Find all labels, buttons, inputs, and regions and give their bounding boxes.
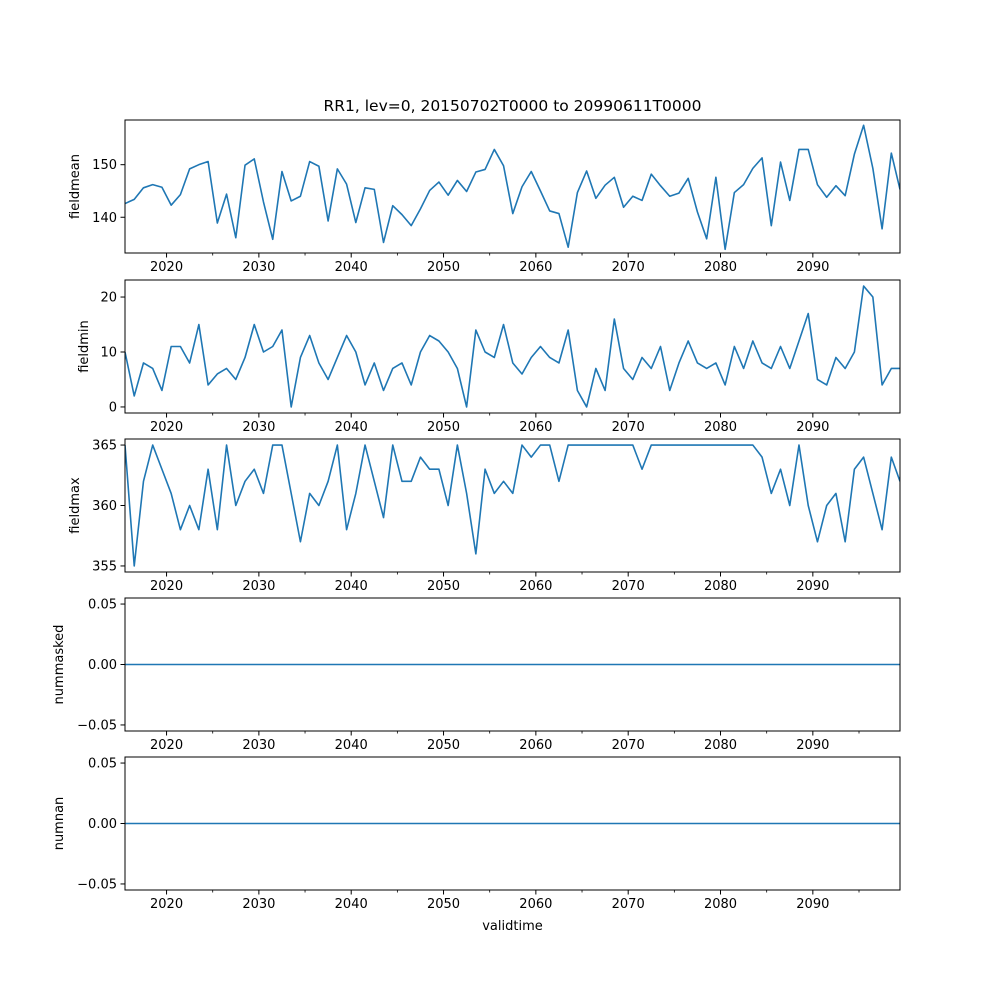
y-tick-label: 0.05 xyxy=(88,598,117,613)
y-axis-label-fieldmean: fieldmean xyxy=(68,154,83,219)
y-tick-label: 140 xyxy=(92,211,117,226)
x-tick-label: 2050 xyxy=(427,738,460,753)
y-tick-label: 0.00 xyxy=(88,817,117,832)
x-tick-label: 2060 xyxy=(519,260,552,275)
fieldmin-series-line xyxy=(125,285,900,408)
x-tick-label: 2050 xyxy=(427,579,460,594)
fieldmax-series-line xyxy=(125,444,900,567)
x-tick-label: 2050 xyxy=(427,897,460,912)
x-tick-label: 2060 xyxy=(519,738,552,753)
y-tick-label: 0.00 xyxy=(88,658,117,673)
x-tick-label: 2070 xyxy=(612,579,645,594)
x-tick-label: 2030 xyxy=(242,579,275,594)
y-axis-label-numnan: numnan xyxy=(52,797,67,851)
x-tick-label: 2020 xyxy=(150,579,183,594)
x-tick-label: 2060 xyxy=(519,897,552,912)
x-tick-label: 2020 xyxy=(150,897,183,912)
x-tick-label: 2090 xyxy=(796,897,829,912)
y-tick-label: 0.05 xyxy=(88,757,117,772)
x-tick-label: 2090 xyxy=(796,420,829,435)
x-tick-label: 2080 xyxy=(704,738,737,753)
x-tick-label: 2080 xyxy=(704,579,737,594)
x-tick-label: 2060 xyxy=(519,579,552,594)
x-tick-label: 2070 xyxy=(612,897,645,912)
y-tick-label: −0.05 xyxy=(77,877,117,892)
x-tick-label: 2040 xyxy=(335,738,368,753)
panel-fieldmean: 2020 2030 2040 2050 2060 2070 2080 2090 140 150 fi… xyxy=(68,119,901,275)
x-tick-label: 2020 xyxy=(150,260,183,275)
x-tick-label: 2070 xyxy=(612,260,645,275)
y-tick-label: 20 xyxy=(100,291,117,306)
panel-fieldmin: 2020 2030 2040 2050 2060 2070 2080 2090 0 10 20 fie… xyxy=(77,279,901,435)
x-tick-label: 2060 xyxy=(519,420,552,435)
panels: 2020 2030 2040 2050 2060 2070 2080 2090 140 150 fi… xyxy=(52,119,901,912)
y-tick-label: 355 xyxy=(92,559,117,574)
x-tick-label: 2040 xyxy=(335,579,368,594)
x-tick-label: 2090 xyxy=(796,579,829,594)
y-tick-label: 365 xyxy=(92,439,117,454)
panel-numnan: 2020 2030 2040 2050 2060 2070 2080 2090 −0.05 0.0… xyxy=(52,756,901,912)
x-tick-label: 2040 xyxy=(335,420,368,435)
y-axis-label-nummasked: nummasked xyxy=(52,625,67,705)
x-tick-label: 2050 xyxy=(427,420,460,435)
x-tick-label: 2030 xyxy=(242,738,275,753)
y-tick-label: 0 xyxy=(109,400,117,415)
x-tick-label: 2030 xyxy=(242,420,275,435)
y-tick-label: −0.05 xyxy=(77,718,117,733)
x-tick-label: 2080 xyxy=(704,260,737,275)
x-tick-label: 2020 xyxy=(150,420,183,435)
x-tick-label: 2080 xyxy=(704,897,737,912)
x-tick-label: 2090 xyxy=(796,260,829,275)
panel-nummasked: 2020 2030 2040 2050 2060 2070 2080 2090 −0.05 0.0… xyxy=(52,597,901,753)
y-axis-label-fieldmax: fieldmax xyxy=(68,477,83,534)
x-axis-label: validtime xyxy=(482,919,543,934)
x-tick-label: 2090 xyxy=(796,738,829,753)
x-tick-label: 2070 xyxy=(612,420,645,435)
fieldmean-series-line xyxy=(125,124,900,251)
chart-title: RR1, lev=0, 20150702T0000 to 20990611T00… xyxy=(323,97,701,115)
y-tick-label: 10 xyxy=(100,345,117,360)
x-tick-label: 2070 xyxy=(612,738,645,753)
x-tick-label: 2040 xyxy=(335,260,368,275)
x-tick-label: 2040 xyxy=(335,897,368,912)
y-tick-label: 360 xyxy=(92,499,117,514)
x-tick-label: 2020 xyxy=(150,738,183,753)
x-tick-label: 2030 xyxy=(242,897,275,912)
y-axis-label-fieldmin: fieldmin xyxy=(77,320,92,373)
panel-fieldmax: 2020 2030 2040 2050 2060 2070 2080 2090 355 360 36… xyxy=(68,438,901,594)
y-tick-label: 150 xyxy=(92,158,117,173)
fieldmean-axes-frame xyxy=(124,119,901,254)
x-tick-label: 2030 xyxy=(242,260,275,275)
x-tick-label: 2050 xyxy=(427,260,460,275)
fieldmin-axes-frame xyxy=(124,279,901,414)
x-tick-label: 2080 xyxy=(704,420,737,435)
